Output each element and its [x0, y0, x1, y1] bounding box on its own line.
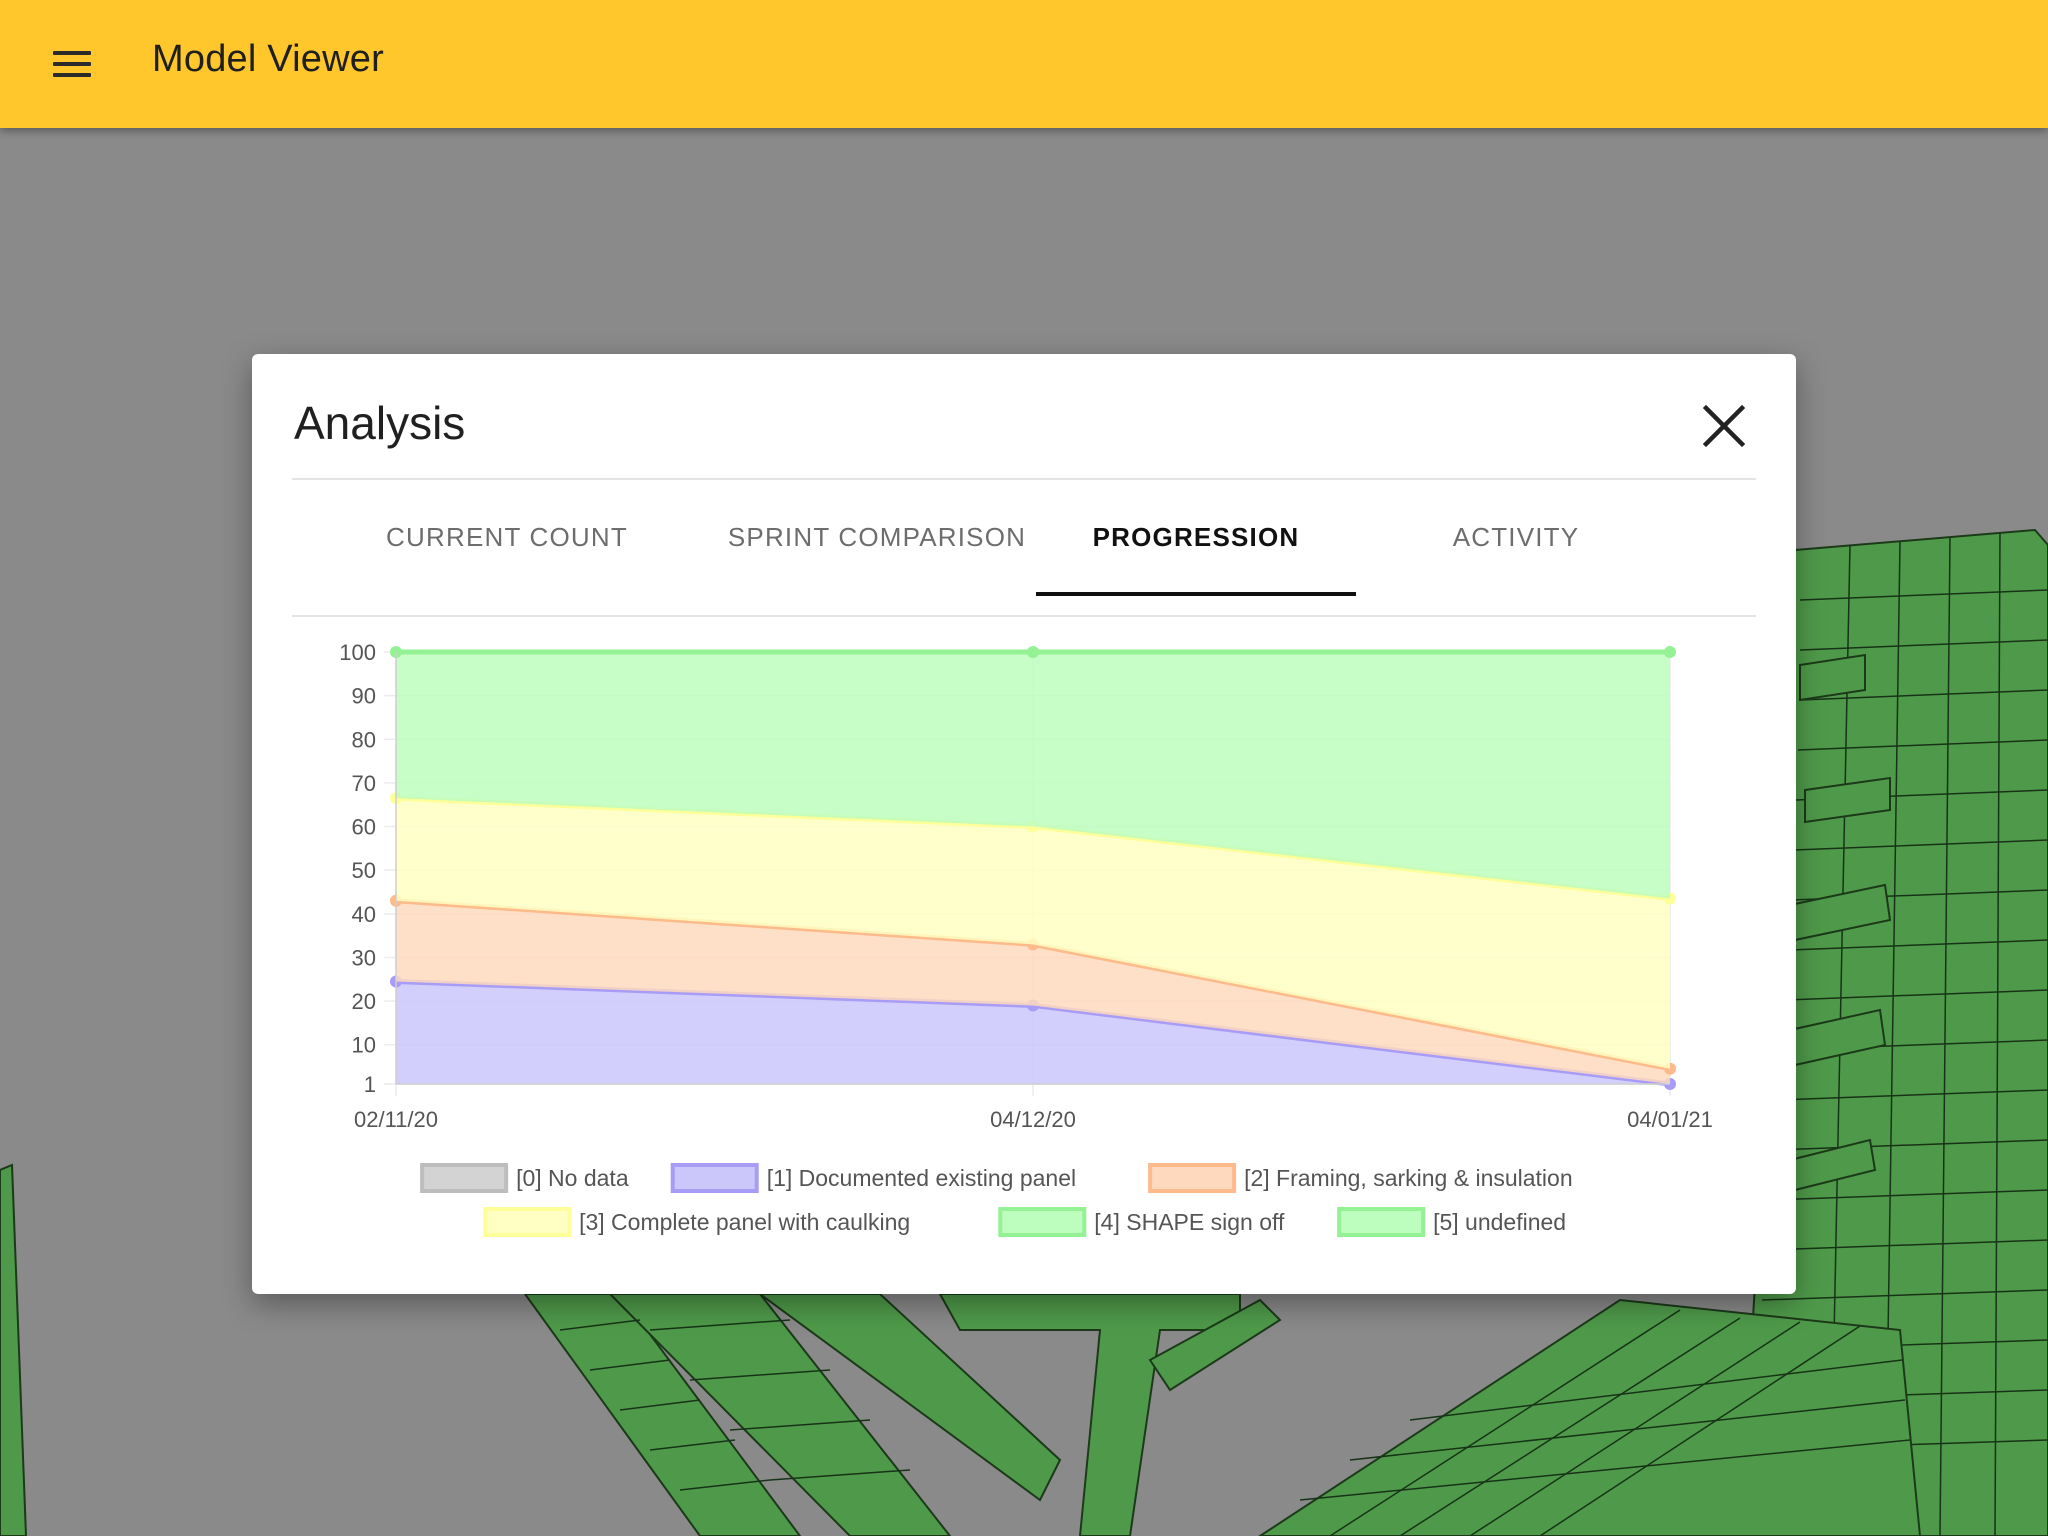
- legend-item[interactable]: [3] Complete panel with caulking: [483, 1207, 910, 1237]
- legend-swatch: [420, 1163, 509, 1193]
- legend-item[interactable]: [4] SHAPE sign off: [998, 1207, 1285, 1237]
- legend-label: [2] Framing, sarking & insulation: [1244, 1165, 1573, 1191]
- y-tick-label: 40: [352, 902, 376, 927]
- y-tick-label: 10: [352, 1033, 376, 1058]
- app-bar: Model Viewer: [0, 0, 2048, 128]
- y-tick-label: 90: [352, 684, 376, 709]
- y-tick-label: 100: [339, 640, 376, 665]
- y-tick-label: 80: [352, 727, 376, 752]
- legend-swatch: [483, 1207, 572, 1237]
- active-tab-indicator: [1036, 592, 1356, 596]
- data-point[interactable]: [1664, 646, 1676, 658]
- legend-label: [3] Complete panel with caulking: [579, 1209, 910, 1235]
- legend-label: [5] undefined: [1433, 1209, 1566, 1235]
- tab-bar: CURRENT COUNT SPRINT COMPARISON PROGRESS…: [292, 480, 1756, 600]
- x-tick-label: 04/01/21: [1627, 1107, 1713, 1132]
- tab-sprint-comparison[interactable]: SPRINT COMPARISON: [727, 521, 1027, 552]
- legend-label: [1] Documented existing panel: [767, 1165, 1076, 1191]
- app-title: Model Viewer: [152, 38, 384, 80]
- x-tick-label: 02/11/20: [354, 1107, 438, 1132]
- legend-item[interactable]: [5] undefined: [1337, 1207, 1566, 1237]
- legend-item[interactable]: [2] Framing, sarking & insulation: [1148, 1163, 1573, 1193]
- y-tick-label: 1: [364, 1072, 376, 1097]
- y-tick-label: 70: [352, 771, 376, 796]
- chart-legend: [0] No data [1] Documented existing panel…: [420, 1163, 1573, 1237]
- legend-label: [4] SHAPE sign off: [1094, 1209, 1285, 1235]
- x-tick-label: 04/12/20: [990, 1107, 1076, 1132]
- legend-swatch: [998, 1207, 1087, 1237]
- tabs-divider: [292, 615, 1756, 617]
- tab-current-count[interactable]: CURRENT COUNT: [386, 521, 628, 552]
- legend-swatch: [1148, 1163, 1237, 1193]
- progression-chart: 100 90 80 70 60 50 40 30 20 10 1 02/11/20 04/12/20 04…: [339, 640, 1713, 1237]
- y-tick-label: 60: [352, 815, 376, 840]
- analysis-dialog: Analysis CURRENT COUNT SPRINT COMPARISON…: [252, 354, 1796, 1294]
- data-point[interactable]: [1027, 646, 1039, 658]
- menu-icon[interactable]: [40, 36, 104, 92]
- dialog-title: Analysis: [294, 397, 466, 449]
- legend-item[interactable]: [0] No data: [420, 1163, 629, 1193]
- building-model: [0, 528, 2048, 1536]
- tab-activity[interactable]: ACTIVITY: [1452, 521, 1580, 552]
- legend-label: [0] No data: [516, 1165, 629, 1191]
- tab-progression[interactable]: PROGRESSION: [1092, 521, 1300, 552]
- y-tick-label: 30: [352, 945, 376, 970]
- y-tick-label: 20: [352, 989, 376, 1014]
- title-divider: [292, 478, 1756, 480]
- legend-swatch: [670, 1163, 759, 1193]
- chart-areas: [390, 646, 1676, 1090]
- chart-axes: 100 90 80 70 60 50 40 30 20 10 1 02/11/20 04/12/20 04…: [339, 640, 1713, 1132]
- area-series-1: [396, 981, 1670, 1084]
- area-series-3: [396, 798, 1670, 1069]
- legend-swatch: [1337, 1207, 1426, 1237]
- y-tick-label: 50: [352, 858, 376, 883]
- area-series-4: [396, 652, 1670, 899]
- close-icon[interactable]: [1698, 400, 1750, 452]
- area-series-2: [396, 900, 1670, 1084]
- legend-item[interactable]: [1] Documented existing panel: [670, 1163, 1076, 1193]
